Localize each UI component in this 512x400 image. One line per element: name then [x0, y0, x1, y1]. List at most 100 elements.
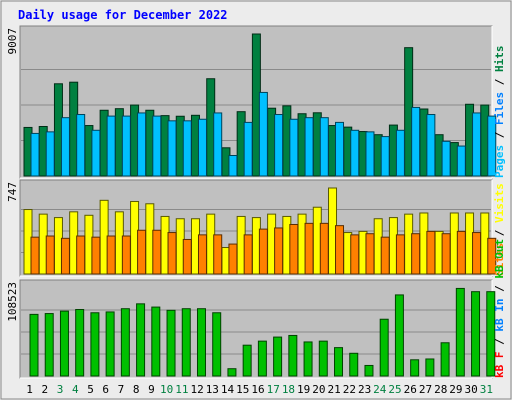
bar-kb-out-day-29 — [455, 287, 465, 377]
bar-kb-out-day-16 — [257, 340, 267, 377]
legend-item: Visits — [493, 183, 506, 223]
bar-kb-out-day-4 — [75, 309, 85, 377]
bar-sites-day-3 — [60, 237, 70, 275]
bar-sites-day-10 — [167, 232, 177, 275]
x-tick-label-day-27: 27 — [419, 383, 432, 396]
x-tick-label-day-24: 24 — [373, 383, 387, 396]
bar-kb-out-day-10 — [166, 309, 176, 377]
bar-kb-out-day-9 — [151, 306, 161, 377]
legend-hits-files-pages: Pages / Files / Hits — [493, 46, 506, 179]
bar-pages-day-6 — [106, 115, 116, 177]
bar-sites-day-27 — [426, 230, 436, 275]
bar-kb-out-day-15 — [242, 344, 252, 377]
bar-pages-day-28 — [441, 140, 451, 177]
x-tick-label-day-18: 18 — [282, 383, 295, 396]
bar-pages-day-11 — [182, 120, 192, 177]
bar-pages-day-24 — [380, 136, 390, 177]
bar-kb-out-day-31 — [486, 291, 496, 377]
bar-kb-out-day-27 — [425, 358, 435, 377]
x-tick-label-day-16: 16 — [251, 383, 264, 396]
bar-sites-day-6 — [106, 235, 116, 275]
bar-pages-day-8 — [137, 112, 147, 177]
x-tick-label-day-6: 6 — [102, 383, 109, 396]
bar-sites-day-18 — [289, 223, 299, 275]
bar-sites-day-1 — [30, 236, 40, 275]
bar-kb-out-day-6 — [105, 311, 115, 377]
x-tick-label-day-20: 20 — [312, 383, 325, 396]
x-tick-label-day-17: 17 — [267, 383, 280, 396]
bar-kb-out-day-18 — [288, 334, 298, 377]
bar-sites-day-5 — [91, 236, 101, 275]
x-tick-label-day-25: 25 — [388, 383, 401, 396]
x-tick-label-day-26: 26 — [404, 383, 417, 396]
x-tick-label-day-28: 28 — [434, 383, 447, 396]
y-max-label: 747 — [6, 182, 19, 202]
bar-sites-day-30 — [472, 232, 482, 275]
bar-kb-out-day-26 — [410, 359, 420, 377]
bar-kb-out-day-13 — [212, 312, 222, 377]
bar-sites-day-13 — [213, 234, 223, 275]
bar-pages-day-7 — [121, 115, 131, 177]
chart-title: Daily usage for December 2022 — [18, 8, 228, 22]
x-tick-label-day-31: 31 — [480, 383, 493, 396]
bar-sites-day-17 — [274, 227, 284, 275]
bar-pages-day-10 — [167, 120, 177, 177]
bar-sites-day-4 — [76, 235, 86, 275]
bar-pages-day-2 — [45, 131, 55, 177]
x-tick-label-day-1: 1 — [26, 383, 33, 396]
x-tick-label-day-7: 7 — [118, 383, 125, 396]
legend-item: kB F — [493, 352, 506, 379]
bar-kb-out-day-11 — [181, 308, 191, 377]
legend-separator: / — [493, 125, 506, 145]
bar-pages-day-16 — [258, 91, 268, 177]
bar-pages-day-25 — [395, 129, 405, 177]
bar-kb-out-day-14 — [227, 368, 237, 377]
bar-sites-day-22 — [350, 234, 360, 275]
bar-pages-day-22 — [350, 129, 360, 177]
bar-pages-day-13 — [213, 112, 223, 177]
bar-pages-day-14 — [228, 155, 238, 177]
bar-sites-day-20 — [319, 222, 329, 275]
bar-kb-out-day-24 — [379, 318, 389, 377]
bar-kb-out-day-21 — [334, 347, 344, 377]
bar-sites-day-2 — [45, 235, 55, 275]
x-tick-label-day-3: 3 — [57, 383, 64, 396]
bar-kb-out-day-20 — [318, 340, 328, 377]
x-tick-label-day-10: 10 — [160, 383, 173, 396]
bar-pages-day-27 — [426, 114, 436, 177]
legend-item: Sites — [493, 243, 506, 276]
bar-kb-out-day-1 — [29, 313, 39, 377]
bar-kb-out-day-19 — [303, 341, 313, 377]
bar-pages-day-21 — [335, 121, 345, 177]
legend-item: kB Out — [493, 239, 506, 279]
bar-pages-day-17 — [274, 114, 284, 177]
bar-kb-out-day-25 — [394, 294, 404, 377]
bar-sites-day-25 — [395, 234, 405, 275]
bar-sites-day-26 — [411, 233, 421, 275]
bar-kb-out-day-22 — [349, 352, 359, 377]
bar-pages-day-18 — [289, 118, 299, 177]
bar-sites-day-19 — [304, 222, 314, 275]
bar-sites-day-9 — [152, 229, 162, 275]
bar-pages-day-3 — [60, 117, 70, 177]
x-tick-label-day-2: 2 — [42, 383, 49, 396]
y-max-label: 108523 — [6, 282, 19, 322]
legend-item: Hits — [493, 46, 506, 73]
bar-kb-out-day-7 — [120, 308, 130, 377]
legend-item: Pages — [493, 145, 506, 178]
bar-pages-day-9 — [152, 115, 162, 177]
y-max-label: 9007 — [6, 28, 19, 55]
bar-pages-day-19 — [304, 117, 314, 177]
bar-pages-day-15 — [243, 121, 253, 177]
bar-sites-day-8 — [137, 229, 147, 275]
legend-kbytes: kB F / kB In / kB Out — [493, 239, 506, 378]
x-tick-label-day-4: 4 — [72, 383, 79, 396]
panel-visits-sites: 747 Sites / Visits — [6, 179, 506, 277]
bar-pages-day-1 — [30, 132, 40, 177]
bar-pages-day-4 — [76, 114, 86, 177]
x-axis-labels: 1 2 3 4 5 6 7 8 9 10 11 12 13 14 15 16 17 18 19 20 21 22 23 24 2… — [26, 383, 493, 396]
legend-separator: / — [493, 223, 506, 243]
x-tick-label-day-5: 5 — [87, 383, 94, 396]
bar-kb-out-day-30 — [471, 291, 481, 377]
